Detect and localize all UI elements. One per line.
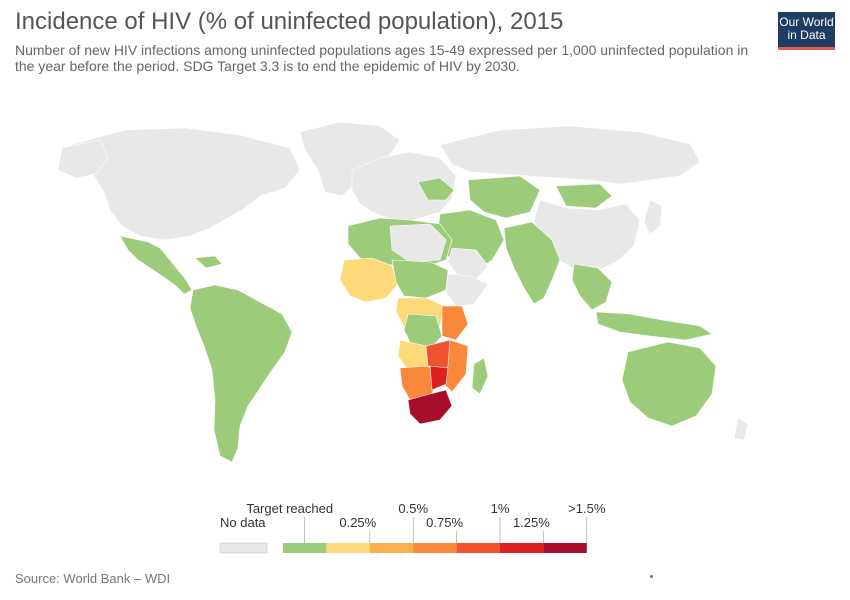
legend-label-upper-0: Target reached (246, 501, 333, 516)
chart-subtitle: Number of new HIV infections among uninf… (15, 42, 749, 74)
region-eastern-europe[interactable] (417, 177, 455, 201)
region-alaska[interactable] (57, 139, 109, 179)
logo-line-2: in Data (787, 28, 826, 42)
map-legend: No data Target reached 0.5% 1% >1.5% 0.25% 0.… (219, 501, 606, 554)
region-australia[interactable] (621, 341, 717, 427)
region-south-africa[interactable] (407, 389, 453, 425)
region-horn-of-africa[interactable] (445, 273, 489, 307)
region-madagascar[interactable] (471, 357, 489, 395)
world-map[interactable] (0, 100, 850, 480)
region-south-asia[interactable] (503, 221, 561, 305)
legend-no-data-label: No data (220, 515, 266, 530)
legend-bin-2[interactable] (369, 543, 414, 553)
legend-no-data-swatch[interactable] (219, 542, 268, 554)
legend-label-lower-1: 0.75% (426, 515, 463, 530)
region-mongolia[interactable] (555, 183, 613, 209)
legend-label-lower-0: 0.25% (339, 515, 376, 530)
region-japan[interactable] (643, 199, 663, 235)
decorative-dot (650, 575, 653, 578)
region-new-zealand[interactable] (733, 417, 749, 441)
region-indonesia[interactable] (595, 311, 713, 341)
region-north-america[interactable] (69, 127, 301, 241)
region-mozambique[interactable] (441, 339, 469, 393)
region-south-america[interactable] (189, 284, 293, 463)
source-note: Source: World Bank – WDI (15, 571, 171, 586)
legend-label-upper-1: 0.5% (398, 501, 428, 516)
legend-bin-6[interactable] (543, 543, 587, 553)
region-libya[interactable] (389, 223, 447, 263)
owid-logo[interactable]: Our World in Data (778, 12, 835, 50)
region-zimbabwe[interactable] (429, 365, 449, 391)
region-sahel[interactable] (391, 259, 449, 299)
legend-bin-4[interactable] (456, 543, 500, 553)
region-caribbean[interactable] (194, 255, 223, 269)
logo-line-1: Our World (779, 15, 834, 29)
region-mexico-central-america[interactable] (119, 235, 193, 295)
region-southeast-asia[interactable] (571, 263, 613, 311)
region-central-asia[interactable] (467, 175, 541, 219)
chart-title: Incidence of HIV (% of uninfected popula… (15, 8, 564, 35)
legend-bin-1[interactable] (326, 543, 370, 553)
legend-bin-5[interactable] (500, 543, 544, 553)
region-russia[interactable] (439, 125, 701, 185)
legend-bin-3[interactable] (413, 543, 457, 553)
region-west-africa[interactable] (339, 257, 399, 303)
region-europe[interactable] (351, 151, 457, 223)
legend-label-lower-2: 1.25% (513, 515, 550, 530)
legend-label-upper-3: >1.5% (568, 501, 606, 516)
region-east-africa[interactable] (441, 305, 469, 341)
legend-label-upper-2: 1% (491, 501, 510, 516)
legend-bin-0[interactable] (283, 543, 327, 553)
